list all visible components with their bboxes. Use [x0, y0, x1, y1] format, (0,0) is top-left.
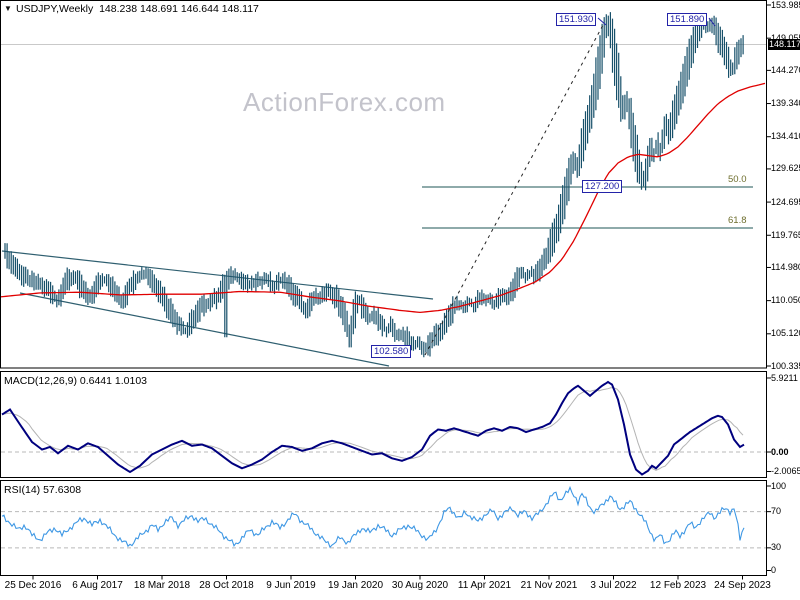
date-axis-label: 6 Aug 2017 [72, 580, 123, 591]
title-ohlc-values: 148.238 148.691 146.644 148.117 [99, 3, 259, 15]
price-axis-label: 100.335 [771, 360, 800, 371]
date-axis-label: 28 Oct 2018 [199, 580, 254, 591]
price-axis-label: 100 [771, 480, 787, 491]
price-axis-label: -2.0065 [771, 466, 800, 476]
date-axis-label: 30 Aug 2020 [391, 580, 449, 591]
price-axis-label: 105.120 [771, 328, 800, 339]
price-axis-label: 0 [771, 565, 777, 575]
fib-618-label: 61.8 [728, 215, 747, 226]
price-axis-label: 134.410 [771, 131, 800, 142]
price-label-fib-mid: 127.200 [582, 180, 623, 193]
date-axis-label: 18 Mar 2018 [133, 580, 191, 591]
current-price-badge: 148.117 [768, 39, 800, 50]
macd-indicator-label: MACD(12,26,9) 0.6441 1.0103 [4, 375, 148, 387]
price-axis-label: 129.625 [771, 163, 800, 174]
date-axis-label: 9 Jun 2019 [266, 580, 316, 591]
date-axis-label: 19 Jan 2020 [327, 580, 384, 591]
date-axis-label: 11 Apr 2021 [457, 580, 512, 591]
date-axis-label: 3 Jul 2022 [590, 580, 637, 591]
price-axis-label: 70 [771, 506, 782, 517]
price-label-peak1: 151.930 [556, 13, 597, 26]
fib-50-label: 50.0 [728, 174, 747, 185]
symbol-period: USDJPY,Weekly [16, 3, 94, 15]
price-axis-label: 124.695 [771, 196, 800, 207]
price-label-low: 102.580 [371, 345, 412, 358]
rsi-indicator-label: RSI(14) 57.6308 [4, 484, 82, 496]
price-axis-label: 0.00 [771, 446, 789, 457]
chart-title: USDJPY,Weekly 148.238 148.691 146.644 14… [16, 3, 259, 15]
price-axis-label: 144.270 [771, 64, 800, 75]
price-label-peak2: 151.890 [667, 13, 708, 26]
price-axis-label: 119.765 [771, 229, 800, 240]
date-axis-label: 12 Feb 2023 [649, 580, 707, 591]
price-axis-label: 149.055 [771, 32, 800, 43]
price-axis-label: 139.340 [771, 98, 800, 108]
price-axis-label: 114.980 [771, 262, 800, 272]
symbol-dropdown-icon[interactable]: ▼ [4, 4, 12, 13]
price-axis-label: 110.050 [771, 295, 800, 306]
date-axis-label: 24 Sep 2023 [714, 580, 771, 591]
price-axis-label: 30 [771, 542, 782, 553]
watermark: ActionForex.com [243, 87, 446, 117]
price-axis-label: 5.9211 [771, 372, 798, 383]
date-axis-label: 21 Nov 2021 [520, 580, 578, 591]
date-axis-label: 25 Dec 2016 [4, 580, 62, 591]
price-axis-label: 153.985 [771, 0, 800, 10]
